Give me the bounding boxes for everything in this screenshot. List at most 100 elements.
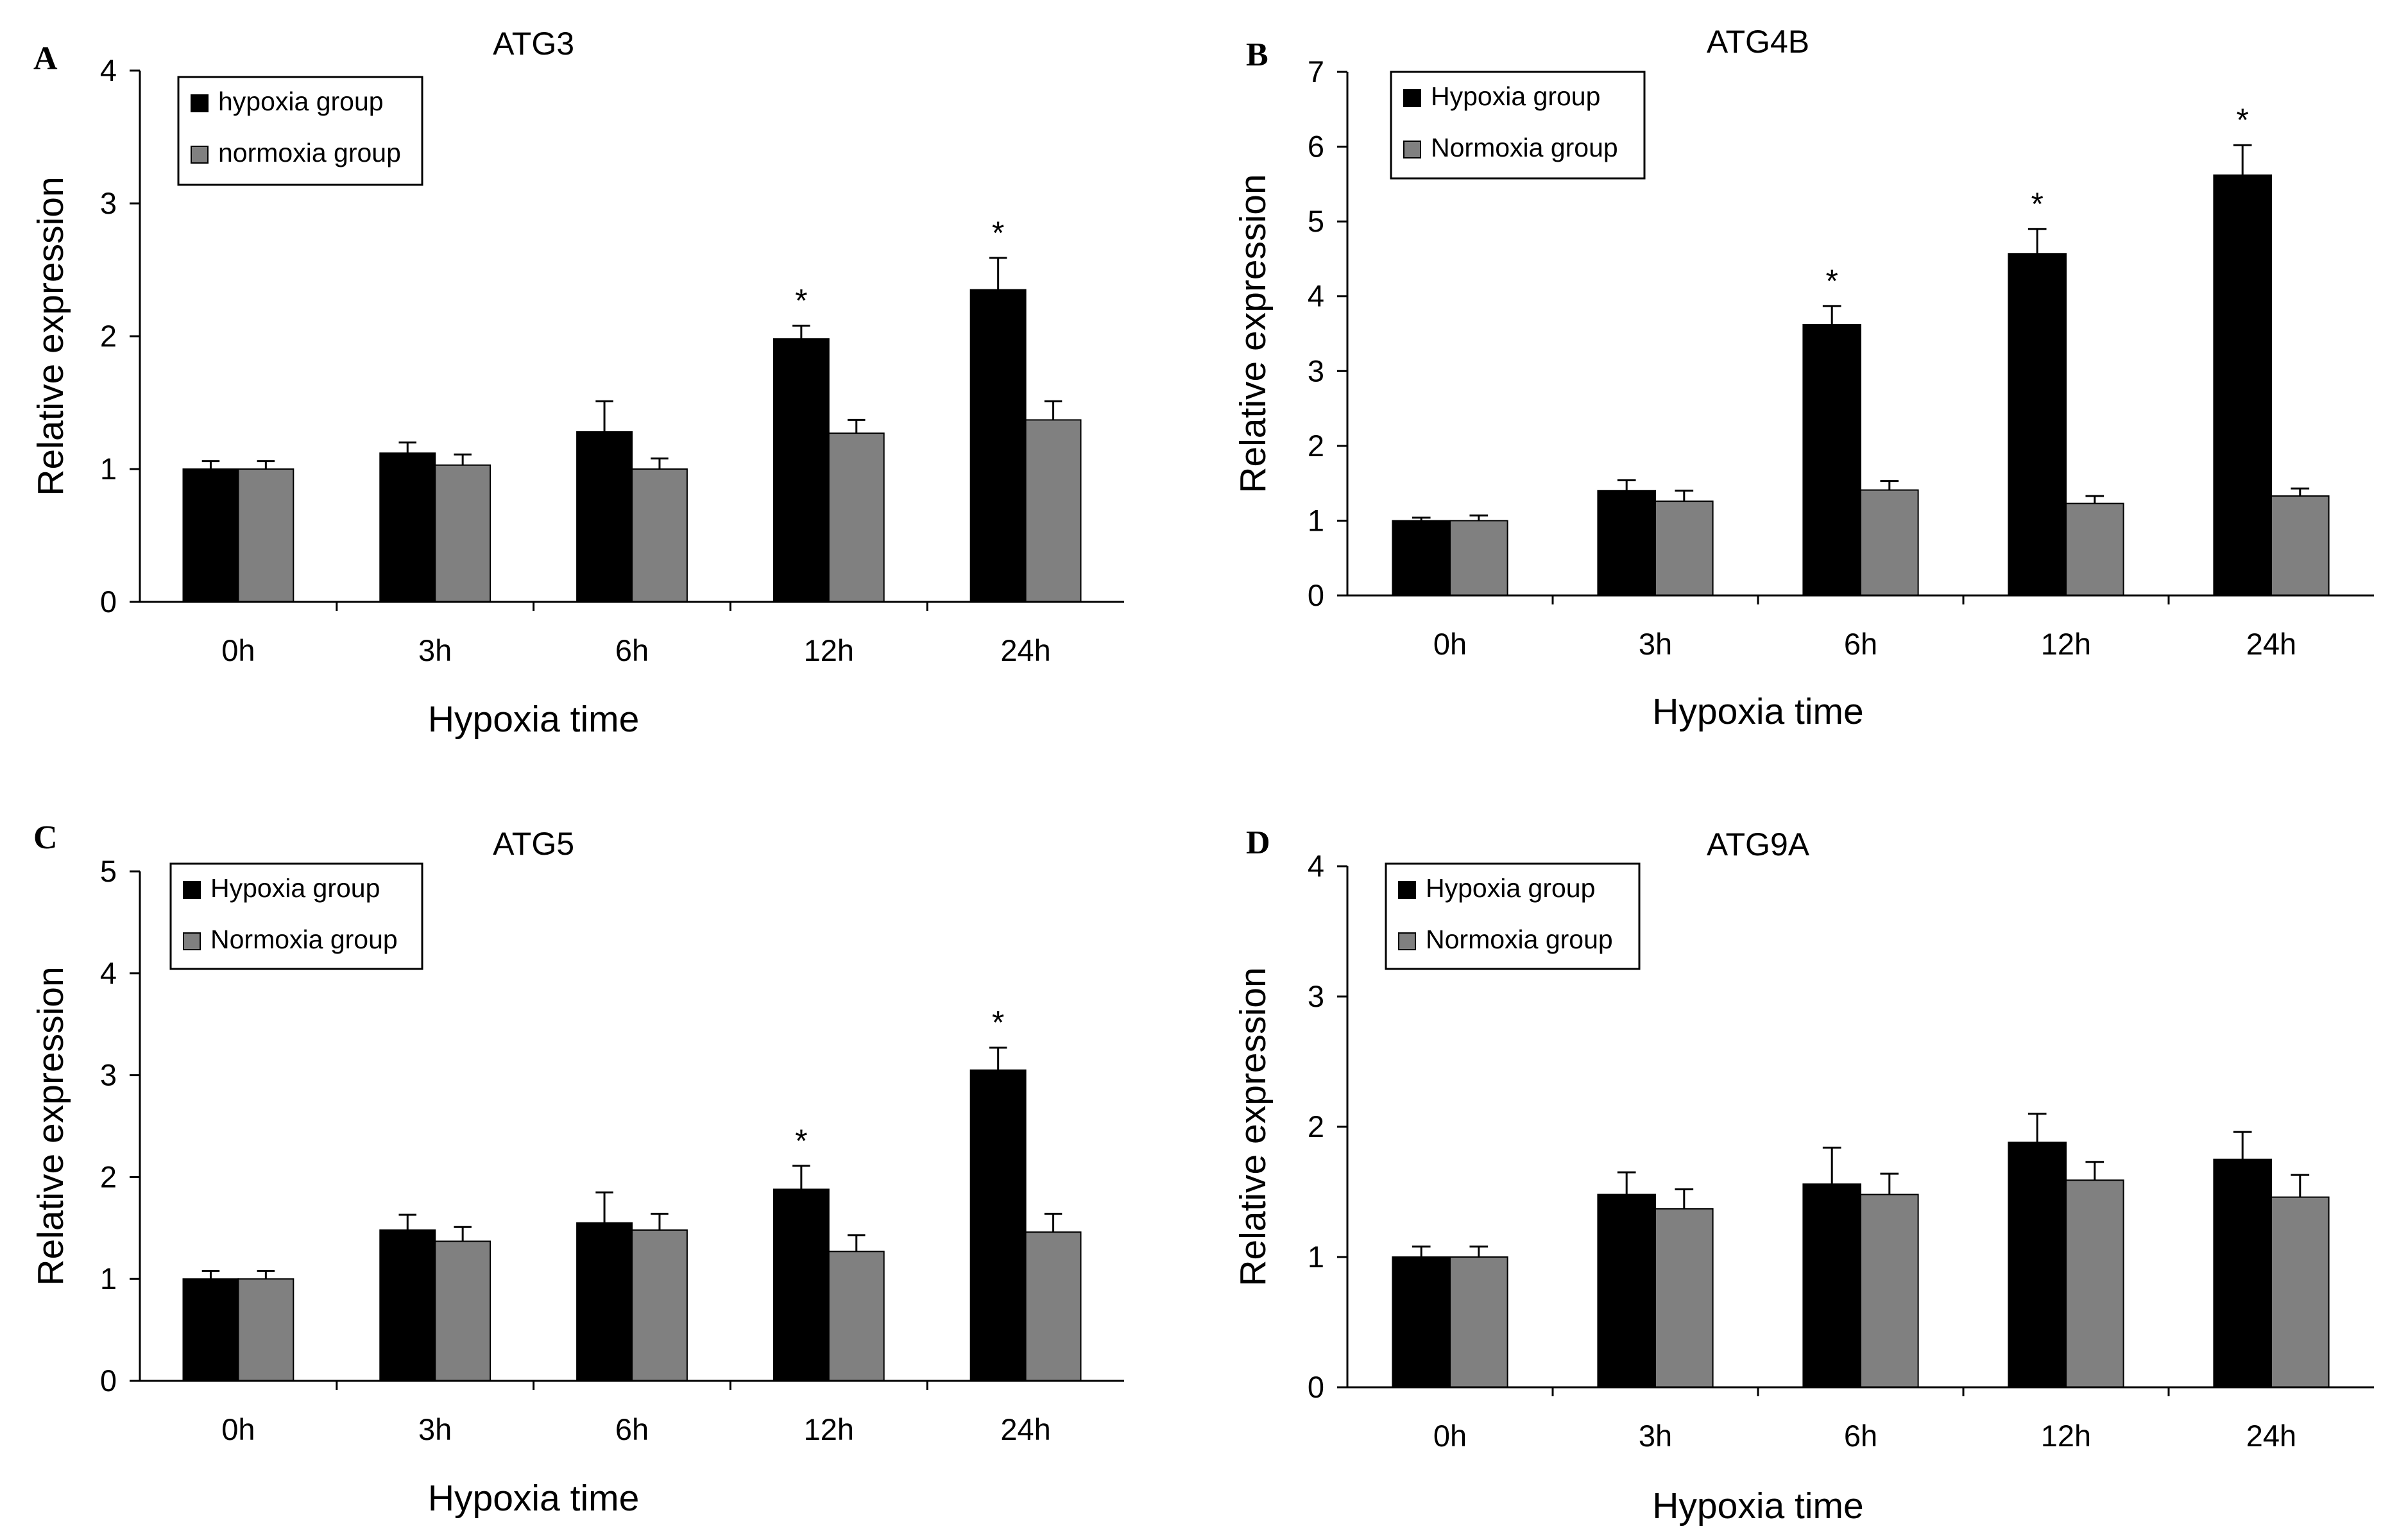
y-tick-label: 6 (1308, 130, 1324, 164)
x-tick-label: 24h (2246, 1419, 2296, 1453)
y-tick-label: 4 (100, 956, 117, 990)
x-tick-label: 12h (2041, 627, 2091, 661)
legend-label-hypoxia: Hypoxia group (1426, 873, 1595, 903)
y-tick-label: 0 (100, 585, 117, 619)
y-tick-label: 4 (100, 53, 117, 87)
y-tick-label: 1 (100, 1262, 117, 1296)
y-tick-label: 0 (100, 1364, 117, 1398)
legend-swatch-normoxia (191, 146, 209, 164)
legend-swatch-hypoxia (191, 94, 209, 112)
y-axis-label: Relative expression (1233, 174, 1274, 493)
panel-letter: A (33, 40, 58, 77)
bar-normoxia-24h (2271, 495, 2330, 597)
legend: hypoxia group normoxia group (177, 76, 423, 186)
bar-hypoxia-3h (379, 1229, 436, 1382)
y-tick-label: 2 (100, 1159, 117, 1194)
legend: Hypoxia group Normoxia group (1390, 71, 1646, 180)
x-axis-label: Hypoxia time (428, 1478, 639, 1519)
chart-panel-b: B ATG4B 0h 3h * 6h * 12h * 24h 0 1 2 3 4 5 6 7 Hypoxia tim… (1233, 24, 2374, 732)
bar-hypoxia-3h (1597, 1194, 1656, 1389)
x-tick-label: 3h (418, 633, 452, 667)
x-axis-label: Hypoxia time (1652, 1485, 1863, 1527)
legend-box (1385, 862, 1641, 970)
bar-hypoxia-6h (576, 431, 633, 603)
x-tick-label: 6h (1844, 1419, 1877, 1453)
legend-swatch-normoxia (1398, 932, 1416, 950)
y-tick-label: 4 (1308, 849, 1324, 883)
legend-box (177, 76, 423, 186)
legend-label-hypoxia: hypoxia group (218, 87, 384, 116)
legend-label-normoxia: Normoxia group (1426, 925, 1613, 954)
bar-hypoxia-12h (2008, 1142, 2067, 1388)
chart-title: ATG9A (1707, 826, 1810, 862)
bar-normoxia-6h (631, 1229, 688, 1382)
x-tick-label: 3h (1639, 627, 1672, 661)
bar-hypoxia-6h (1802, 1183, 1861, 1388)
significance-marker: * (992, 1005, 1004, 1041)
legend-swatch-hypoxia (1398, 881, 1416, 899)
y-tick-label: 3 (1308, 354, 1324, 388)
y-axis-label: Relative expression (30, 966, 71, 1285)
bar-normoxia-3h (434, 1240, 491, 1382)
bar-hypoxia-24h (969, 289, 1027, 603)
bar-normoxia-24h (2271, 1196, 2330, 1388)
chart-panel-c: C ATG5 0h 3h 6h * 12h * 24h 0 1 2 3 4 5 Hypoxia time Rel… (30, 819, 1124, 1519)
x-axis-label: Hypoxia time (428, 699, 639, 740)
bar-hypoxia-3h (379, 452, 436, 603)
x-tick-label: 6h (615, 1412, 649, 1446)
legend-label-normoxia: Normoxia group (210, 925, 398, 954)
y-tick-label: 2 (1308, 429, 1324, 463)
y-tick-label: 3 (100, 186, 117, 220)
panel-letter: D (1246, 825, 1270, 861)
legend-label-normoxia: normoxia group (218, 138, 401, 167)
legend-label-hypoxia: Hypoxia group (1431, 81, 1600, 111)
bar-normoxia-12h (2065, 1179, 2124, 1388)
x-tick-label: 6h (615, 633, 649, 667)
bar-normoxia-0h (237, 468, 294, 603)
x-tick-label: 24h (2246, 627, 2296, 661)
legend-swatch-normoxia (183, 932, 201, 950)
panel-letter: C (33, 819, 58, 856)
significance-marker: * (795, 1123, 807, 1159)
y-tick-label: 0 (1308, 1370, 1324, 1404)
x-tick-label: 12h (804, 1412, 854, 1446)
bar-hypoxia-12h (772, 1188, 830, 1382)
bar-normoxia-3h (1655, 1208, 1714, 1388)
legend-box (1390, 71, 1646, 180)
bar-normoxia-0h (1449, 1256, 1508, 1388)
x-tick-label: 0h (1433, 1419, 1467, 1453)
significance-marker: * (2236, 102, 2248, 138)
y-tick-label: 3 (1308, 979, 1324, 1013)
y-tick-label: 2 (100, 319, 117, 353)
legend-swatch-hypoxia (1403, 89, 1421, 107)
bar-normoxia-12h (828, 432, 885, 603)
bar-hypoxia-0h (182, 468, 239, 603)
bar-normoxia-0h (1449, 520, 1508, 597)
chart-panel-d: D ATG9A 0h 3h 6h 12h 24h 0 1 2 3 4 Hypoxia time Relat… (1233, 825, 2374, 1527)
chart-title: ATG3 (493, 26, 574, 62)
legend-label-hypoxia: Hypoxia group (210, 873, 380, 903)
y-tick-label: 1 (100, 452, 117, 486)
y-tick-label: 4 (1308, 279, 1324, 313)
y-tick-label: 0 (1308, 578, 1324, 612)
chart-panel-a: A ATG3 0h 3h 6h * 12h * 24h 0 1 2 3 4 Hypoxia time Rela… (30, 26, 1124, 740)
bar-normoxia-6h (1860, 1194, 1919, 1389)
y-axis-label: Relative expression (1233, 967, 1274, 1286)
bar-normoxia-3h (1655, 501, 1714, 596)
bar-normoxia-6h (1860, 489, 1919, 596)
bar-hypoxia-6h (1802, 324, 1861, 596)
x-tick-label: 0h (221, 1412, 255, 1446)
bar-hypoxia-24h (969, 1069, 1027, 1382)
bar-normoxia-12h (2065, 502, 2124, 596)
y-tick-label: 3 (100, 1058, 117, 1092)
y-tick-label: 5 (100, 854, 117, 888)
x-tick-label: 24h (1000, 1412, 1050, 1446)
legend-swatch-hypoxia (183, 881, 201, 899)
bar-normoxia-3h (434, 464, 491, 603)
bar-hypoxia-0h (1392, 520, 1451, 597)
legend: Hypoxia group Normoxia group (169, 862, 423, 970)
y-tick-label: 2 (1308, 1109, 1324, 1143)
x-tick-label: 6h (1844, 627, 1877, 661)
x-tick-label: 0h (221, 633, 255, 667)
bar-hypoxia-12h (772, 338, 830, 603)
